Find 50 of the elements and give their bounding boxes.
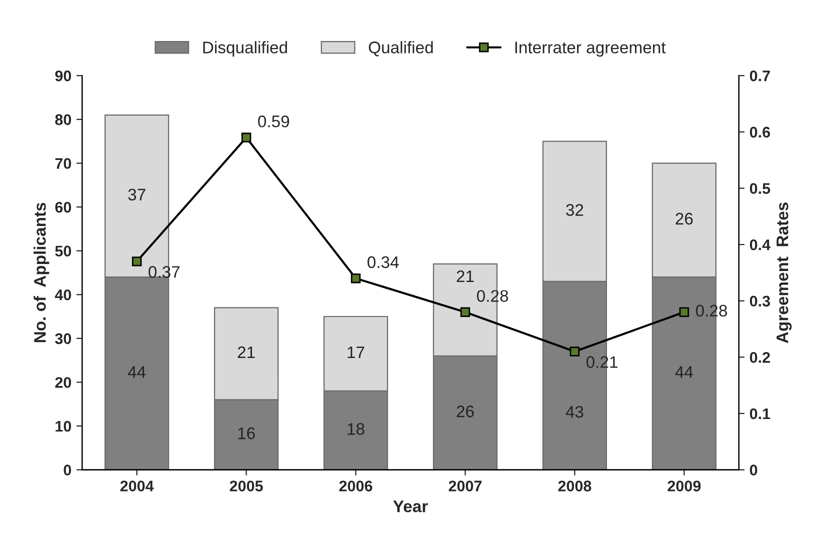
y-tick-label: 50 [55,246,72,256]
x-tick-label: 2004 [120,480,154,492]
data-label: 26 [676,212,693,225]
data-label: 43 [566,406,584,418]
y-axis-title: No. of Applicants [34,202,50,342]
data-label: 44 [128,366,146,378]
y2-tick-label: 0.4 [750,239,770,250]
y-tick-label: 30 [55,333,72,344]
legend-label: Interrater agreement [515,42,666,57]
y-tick-label: 80 [55,114,72,126]
data-label: 37 [128,188,146,201]
y2-tick-label: 0.6 [750,126,770,138]
point [570,346,580,356]
point [460,307,470,317]
y2-tick-label: 0.1 [750,408,770,420]
x-tick-label: 2006 [339,480,372,492]
point [132,256,142,266]
legend-label: Qualified [368,41,433,56]
data-label: 26 [456,406,474,418]
y-tick-label: 60 [55,202,72,213]
point [350,273,361,284]
data-label: 0.34 [368,256,399,268]
y2-tick-label: 0.5 [750,183,770,194]
y-tick-label: 90 [55,70,72,82]
x-tick-label: 2007 [448,480,482,492]
point [241,132,252,142]
y-tick-label: 20 [55,377,72,388]
y2-tick-label: 0 [750,464,758,476]
data-label: 0.59 [258,116,290,128]
y-tick-label: 70 [55,158,72,169]
x-axis-title: Year [393,500,428,512]
data-label: 32 [566,204,584,216]
legend-label: Disqualified [203,41,287,57]
data-label: 18 [348,423,364,435]
x-tick-label: 2009 [668,480,701,492]
y2-tick-label: 0.3 [750,296,770,307]
data-label: 21 [456,270,474,282]
data-label: 44 [675,366,693,378]
x-tick-label: 2008 [558,480,592,492]
y-tick-label: 10 [56,420,72,432]
point [679,307,690,317]
data-label: 16 [238,427,255,440]
x-tick-label: 2005 [230,480,263,492]
y2-tick-label: 0.2 [750,352,770,363]
data-label: 21 [238,346,255,358]
y2-tick-label: 0.7 [750,70,770,82]
y-tick-label: 40 [54,289,72,300]
y2-axis-title: Agreement Rates [776,202,792,344]
y-tick-label: 0 [64,464,72,476]
data-label: 17 [348,346,364,358]
